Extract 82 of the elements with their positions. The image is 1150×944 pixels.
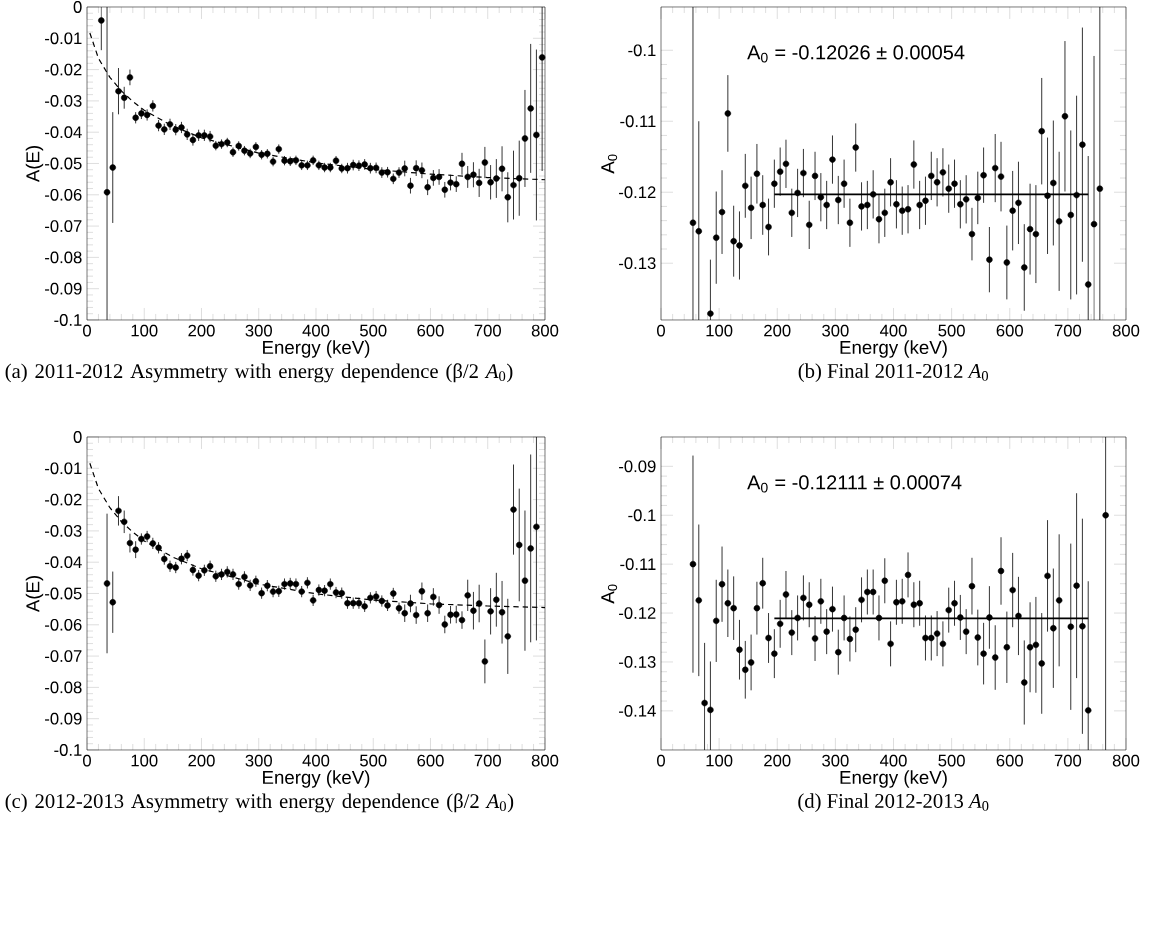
x-tick-label: 600 <box>996 754 1023 767</box>
x-tick-label: 300 <box>822 324 849 337</box>
x-tick-label: 200 <box>188 324 215 337</box>
y-axis-title: A$_{0}$ <box>601 154 618 174</box>
y-tick-label: -0.05 <box>45 157 82 170</box>
x-tick-label: 500 <box>360 324 387 337</box>
y-tick-label: -0.01 <box>45 462 82 475</box>
y-tick-label: -0.13 <box>619 656 656 668</box>
y-tick-label: -0.13 <box>619 257 656 270</box>
y-tick-label: -0.02 <box>45 493 82 506</box>
x-tick-label: 800 <box>1112 324 1140 337</box>
y-tick-label: -0.11 <box>620 558 656 571</box>
x-tick-label: 200 <box>188 754 215 767</box>
x-tick-label: 0 <box>83 324 91 337</box>
x-tick-label: 800 <box>531 754 559 767</box>
y-tick-label: -0.07 <box>45 650 82 662</box>
x-tick-label: 400 <box>302 754 330 767</box>
annotation: A$_{0}$ = -0.12111 ± 0.00074 <box>747 475 962 493</box>
x-tick-label: 200 <box>764 754 791 767</box>
x-tick-label: 400 <box>302 324 330 337</box>
x-tick-label: 0 <box>83 754 91 767</box>
y-tick-label: -0.1 <box>54 744 82 756</box>
y-tick-label: -0.04 <box>45 556 82 569</box>
x-tick-label: 700 <box>1054 754 1082 767</box>
y-tick-label: -0.03 <box>45 525 82 537</box>
x-tick-label: 500 <box>938 324 965 337</box>
text: (c) 2012-2013 Asymmetry with energy dependence (β/2 A$_{0}$) <box>5 793 514 813</box>
x-tick-label: 700 <box>474 754 501 767</box>
x-tick-label: 300 <box>245 324 272 337</box>
y-tick-label: -0.05 <box>45 587 82 600</box>
y-tick-label: -0.09 <box>619 460 656 473</box>
x-tick-label: 200 <box>764 324 791 337</box>
y-tick-label: -0.12 <box>619 186 656 199</box>
annotation: A$_{0}$ = -0.12026 ± 0.00054 <box>747 45 965 63</box>
x-tick-label: 400 <box>879 324 907 337</box>
x-tick-label: 700 <box>1054 324 1082 337</box>
y-tick-label: -0.1 <box>628 44 656 57</box>
x-tick-label: 600 <box>417 324 444 337</box>
y-tick-label: -0.01 <box>45 32 82 45</box>
x-tick-label: 300 <box>245 754 272 767</box>
x-axis-title: Energy (keV) <box>263 770 370 788</box>
x-axis-title: Energy (keV) <box>263 340 370 358</box>
x-tick-label: 100 <box>131 754 158 767</box>
y-tick-label: -0.09 <box>45 712 82 725</box>
y-tick-label: -0.03 <box>45 94 82 107</box>
text: (a) 2011-2012 Asymmetry with energy dependence (β/2 A$_{0}$) <box>5 363 513 383</box>
x-tick-label: 800 <box>1112 754 1140 767</box>
x-tick-label: 600 <box>417 754 444 767</box>
y-axis-title: A$_{0}$ <box>601 584 618 604</box>
text: (d) Final 2012-2013 A$_{0}$ <box>798 793 989 813</box>
y-tick-label: -0.1 <box>628 509 656 522</box>
x-tick-label: 500 <box>360 754 387 767</box>
x-tick-label: 0 <box>657 324 665 337</box>
y-tick-label: -0.11 <box>620 115 656 128</box>
x-tick-label: 800 <box>531 324 559 337</box>
y-tick-label: -0.12 <box>619 607 656 619</box>
y-tick-label: 0 <box>73 1 82 13</box>
y-axis-title: A(E) <box>25 575 44 613</box>
x-tick-label: 100 <box>706 324 733 337</box>
text: (b) Final 2011-2012 A$_{0}$ <box>798 363 989 383</box>
y-axis-title: A(E) <box>25 145 44 183</box>
y-tick-label: -0.08 <box>45 251 82 264</box>
y-tick-label: -0.14 <box>619 704 656 717</box>
x-tick-label: 100 <box>131 324 158 337</box>
y-tick-label: -0.1 <box>54 314 82 326</box>
y-tick-label: -0.06 <box>45 618 82 631</box>
x-tick-label: 500 <box>938 754 965 767</box>
y-tick-label: -0.06 <box>45 188 82 201</box>
x-axis-title: Energy (keV) <box>840 770 947 788</box>
y-tick-label: -0.08 <box>45 681 82 694</box>
x-tick-label: 600 <box>996 324 1023 337</box>
x-tick-label: 300 <box>822 754 849 767</box>
x-tick-label: 400 <box>879 754 907 767</box>
x-tick-label: 700 <box>474 324 501 337</box>
x-tick-label: 0 <box>657 754 665 767</box>
y-tick-label: -0.04 <box>45 126 82 139</box>
y-tick-label: -0.09 <box>45 282 82 295</box>
y-tick-label: -0.07 <box>45 220 82 232</box>
y-tick-label: 0 <box>73 431 82 443</box>
y-tick-label: -0.02 <box>45 63 82 76</box>
x-axis-title: Energy (keV) <box>840 340 947 358</box>
x-tick-label: 100 <box>706 754 733 767</box>
